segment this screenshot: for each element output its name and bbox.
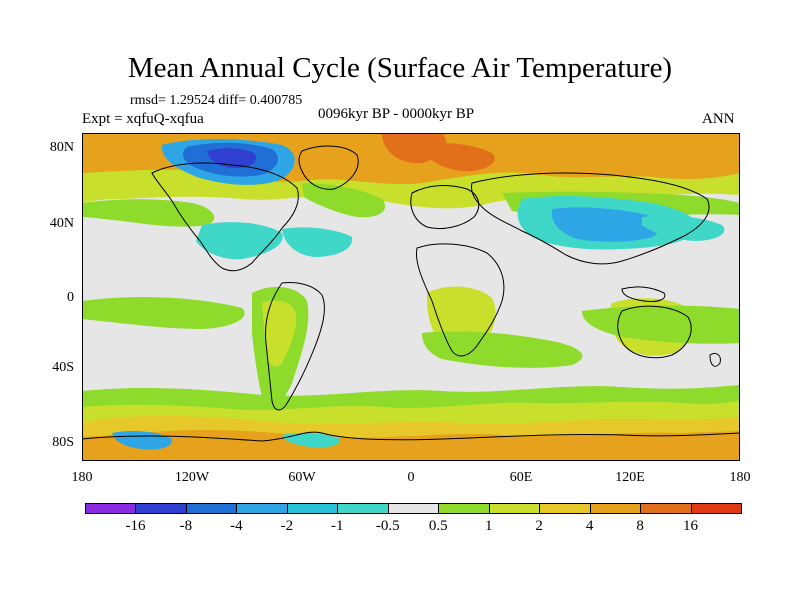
antarctic-strong: [82, 430, 740, 461]
lon-label-120e: 120E: [615, 470, 645, 485]
coastline-greenland: [298, 145, 359, 190]
coastline-asia: [471, 172, 710, 265]
colorbar-swatch: [438, 503, 490, 514]
lon-label-180w: 180: [71, 470, 93, 485]
lat-label-0: 0: [67, 290, 74, 305]
pacific-south-warm: [82, 297, 245, 329]
coastlines: [82, 145, 740, 442]
south-america-warm-mid: [262, 300, 297, 367]
colorbar-swatch: [539, 503, 591, 514]
temperature-anomaly-map: [82, 133, 740, 461]
lat-label-40n: 40N: [49, 216, 74, 231]
colorbar-tick-label: -16: [125, 518, 146, 534]
colorbar-tick-label: 0.5: [428, 518, 448, 534]
colorbar-tick-label: 16: [683, 518, 699, 534]
lon-label-120w: 120W: [174, 470, 210, 485]
pacific-east-warm: [582, 305, 740, 344]
coastline-antarctica: [82, 431, 740, 442]
colorbar-tick-label: -4: [230, 518, 243, 534]
lon-label-60e: 60E: [509, 470, 533, 485]
lat-label-80n: 80N: [49, 140, 74, 155]
north-pacific-cool: [642, 215, 725, 241]
canada-cool-core: [207, 148, 257, 168]
coastline-australia: [617, 305, 692, 359]
period-label: 0096kyr BP - 0000kyr BP: [318, 106, 475, 122]
colorbar-tick-label: -1: [331, 518, 344, 534]
colorbar-tick-label: 8: [636, 518, 644, 534]
colorbar-tick-label: 4: [585, 518, 594, 534]
lat-label-80s: 80S: [52, 435, 74, 450]
coastline-new-zealand: [709, 352, 721, 367]
colorbar-tick-label: 1: [484, 518, 493, 534]
north-atlantic-warm: [302, 183, 386, 218]
colorbar-swatch: [85, 503, 137, 514]
asia-cool-inner: [551, 207, 660, 242]
coastline-africa: [415, 243, 505, 357]
colorbar: [85, 503, 742, 514]
colorbar-swatch: [690, 503, 742, 514]
coastline-europe: [410, 185, 480, 230]
colorbar-swatch: [387, 503, 440, 514]
colorbar-tick-label: -2: [280, 518, 294, 534]
coastline-north-america: [151, 162, 299, 272]
coastline-indonesia: [621, 286, 666, 302]
colorbar-tick-label: -8: [179, 518, 193, 534]
lon-label-60w: 60W: [288, 470, 316, 485]
season-label: ANN: [702, 111, 735, 127]
north-pacific-warm: [82, 199, 215, 227]
colorbar-tick-label: -0.5: [375, 518, 400, 534]
colorbar-swatch: [640, 503, 692, 514]
colorbar-tick-label: 2: [535, 518, 543, 534]
colorbar-swatch: [286, 503, 339, 514]
arctic-hotspot-siberia: [422, 143, 495, 172]
map-frame: [82, 133, 740, 461]
coastline-south-america: [265, 282, 325, 411]
colorbar-swatch: [488, 503, 541, 514]
plot-title: Mean Annual Cycle (Surface Air Temperatu…: [127, 52, 673, 84]
lon-label-180e: 180: [729, 470, 751, 485]
lat-label-40s: 40S: [52, 360, 74, 375]
colorbar-swatch: [135, 503, 187, 514]
experiment-label: Expt = xqfuQ-xqfua: [82, 111, 204, 127]
tropical-atlantic-cool: [282, 227, 353, 257]
southern-indian-warm: [422, 331, 583, 368]
lon-label-0: 0: [407, 470, 415, 485]
colorbar-swatch: [236, 503, 288, 514]
colorbar-swatch: [589, 503, 642, 514]
antarctic-cool-2: [282, 432, 341, 448]
colorbar-swatch: [337, 503, 389, 514]
colorbar-swatch: [185, 503, 238, 514]
stats-text: rmsd= 1.29524 diff= 0.400785: [130, 93, 303, 108]
na-south-cool: [196, 222, 283, 260]
